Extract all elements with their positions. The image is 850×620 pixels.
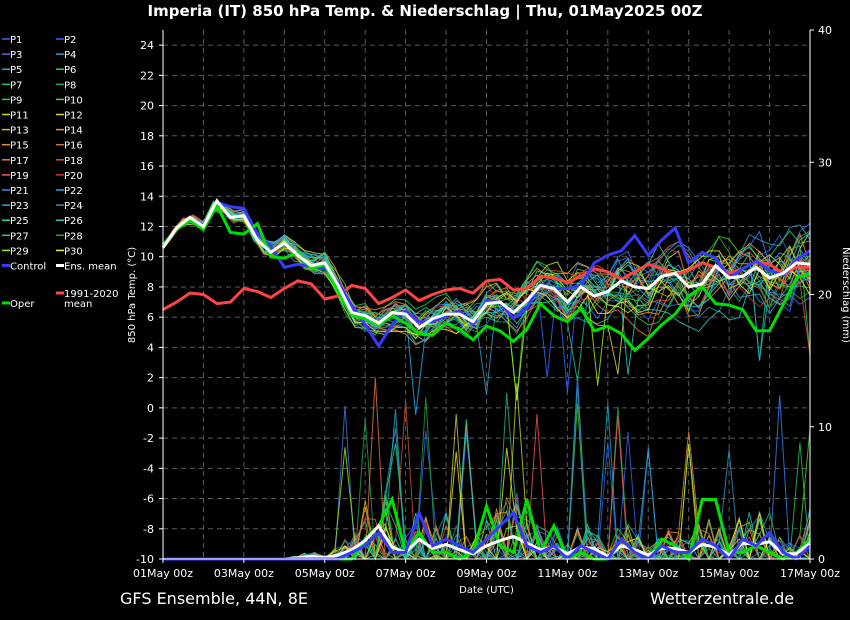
legend-label: P21 xyxy=(10,186,29,197)
legend-label: P24 xyxy=(64,201,83,212)
legend-label: P9 xyxy=(10,95,22,106)
legend-label: P13 xyxy=(10,126,29,137)
legend-label: P4 xyxy=(64,50,76,61)
x-tick-label: 07May 00z xyxy=(376,567,436,580)
x-tick-label: 13May 00z xyxy=(618,567,678,580)
right-tick-label: 30 xyxy=(818,156,832,169)
legend-label: P10 xyxy=(64,95,83,106)
legend-label: P26 xyxy=(64,216,83,227)
right-tick-label: 10 xyxy=(818,421,832,434)
axes: 242220181614121086420-2-4-6-8-1040302010… xyxy=(127,24,850,596)
legend-label: P25 xyxy=(10,216,29,227)
x-tick-label: 01May 00z xyxy=(133,567,193,580)
model-info: GFS Ensemble, 44N, 8E xyxy=(120,589,308,608)
left-tick-label: 12 xyxy=(140,220,154,233)
left-tick-label: 24 xyxy=(140,39,154,52)
legend-label: 1991-2020 mean xyxy=(64,289,119,310)
legend-label: P18 xyxy=(64,156,83,167)
legend-label: P1 xyxy=(10,35,22,46)
right-tick-label: 40 xyxy=(818,24,832,37)
left-tick-label: -10 xyxy=(136,553,154,566)
legend-label: P14 xyxy=(64,126,83,137)
right-tick-label: 20 xyxy=(818,289,832,302)
temp-series-1991-2020-mean xyxy=(162,259,810,311)
left-tick-label: 16 xyxy=(140,160,154,173)
ensemble-member-line xyxy=(162,209,811,361)
legend-label: P16 xyxy=(64,141,83,152)
legend-label: P11 xyxy=(10,111,29,122)
left-tick-label: -8 xyxy=(143,523,154,536)
legend-label: P27 xyxy=(10,231,29,242)
left-tick-label: 20 xyxy=(140,100,154,113)
legend-label: P30 xyxy=(64,246,83,257)
legend-label: P28 xyxy=(64,231,83,242)
right-axis-label: Niederschlag (mm) xyxy=(840,247,850,343)
x-axis-label: Date (UTC) xyxy=(459,585,514,596)
left-axis-label: 850 hPa Temp. (°C) xyxy=(127,247,138,343)
legend-label: P8 xyxy=(64,80,76,91)
left-tick-label: 22 xyxy=(140,69,154,82)
x-tick-label: 17May 00z xyxy=(780,567,840,580)
legend: P1 P2 P3 P4 P5 P6 P7 P8 P9 P10 P11 P12 P13 P14 P15 P16 P… xyxy=(2,35,119,310)
legend-label: P20 xyxy=(64,171,83,182)
left-tick-label: -4 xyxy=(143,462,154,475)
x-tick-label: 09May 00z xyxy=(456,567,516,580)
left-tick-label: 10 xyxy=(140,251,154,264)
left-tick-label: -2 xyxy=(143,432,154,445)
left-tick-label: 2 xyxy=(147,372,154,385)
left-tick-label: 4 xyxy=(147,341,154,354)
left-tick-label: 8 xyxy=(147,281,154,294)
legend-label: P29 xyxy=(10,246,29,257)
x-tick-label: 15May 00z xyxy=(699,567,759,580)
left-tick-label: 0 xyxy=(147,402,154,415)
legend-label: P15 xyxy=(10,141,29,152)
legend-label: P19 xyxy=(10,171,29,182)
main-series xyxy=(161,198,812,562)
legend-label: Ens. mean xyxy=(64,262,117,273)
x-tick-label: 11May 00z xyxy=(537,567,597,580)
legend-label: P23 xyxy=(10,201,29,212)
temp-series-oper xyxy=(161,202,811,353)
legend-label: P22 xyxy=(64,186,83,197)
temp-series-ens-mean xyxy=(161,198,811,330)
right-tick-label: 0 xyxy=(818,553,825,566)
left-tick-label: -6 xyxy=(143,493,154,506)
legend-label: P5 xyxy=(10,65,22,76)
x-tick-label: 05May 00z xyxy=(295,567,355,580)
legend-label: P3 xyxy=(10,50,22,61)
legend-label: Control xyxy=(10,262,46,273)
legend-label: P2 xyxy=(64,35,76,46)
legend-label: Oper xyxy=(10,299,35,310)
legend-label: P6 xyxy=(64,65,76,76)
temp-series-control xyxy=(161,200,811,349)
chart-title: Imperia (IT) 850 hPa Temp. & Niederschla… xyxy=(147,2,703,20)
site-credit: Wetterzentrale.de xyxy=(650,589,795,608)
legend-label: P17 xyxy=(10,156,29,167)
legend-label: P12 xyxy=(64,111,83,122)
left-tick-label: 18 xyxy=(140,130,154,143)
left-tick-label: 14 xyxy=(140,190,154,203)
left-tick-label: 6 xyxy=(147,311,154,324)
x-tick-label: 03May 00z xyxy=(214,567,274,580)
legend-label: P7 xyxy=(10,80,22,91)
